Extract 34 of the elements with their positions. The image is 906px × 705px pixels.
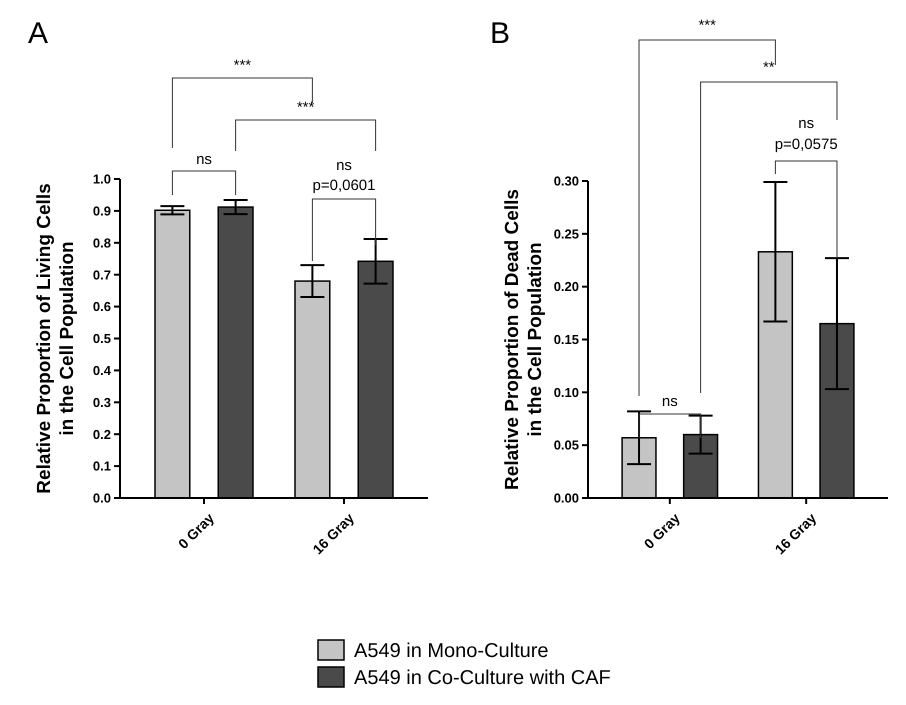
y-tick-label: 0.00 — [554, 490, 579, 506]
y-tick-label: 0.9 — [92, 203, 111, 218]
text: ns — [196, 151, 212, 168]
y-tick-label: 0.10 — [554, 384, 579, 400]
text: *** — [234, 57, 252, 74]
text: *** — [296, 99, 315, 116]
chart-title: A — [28, 17, 48, 50]
legend-label: A549 in Co-Culture with CAF — [354, 667, 611, 689]
text: *** — [698, 17, 716, 34]
chart-title: B — [490, 17, 510, 50]
text: p=0,0575 — [774, 136, 838, 153]
text: ns — [336, 157, 352, 174]
legend-label: A549 in Mono-Culture — [354, 640, 549, 662]
y-axis-title: Relative Proportion of Dead Cells in the Cell Population — [502, 189, 546, 490]
y-tick-label: 0.7 — [92, 267, 111, 282]
y-tick-label: 0.30 — [554, 174, 579, 189]
y-tick-label: 0.0 — [92, 490, 111, 506]
y-tick-label: 0.8 — [92, 235, 111, 250]
y-tick-label: 0.15 — [554, 332, 579, 348]
y-tick-label: 0.25 — [554, 226, 579, 242]
y-tick-label: 0.1 — [92, 458, 111, 474]
annotation: p=0,0601 — [312, 177, 376, 194]
annotation: ns — [662, 393, 678, 410]
text: ns — [798, 115, 814, 132]
y-tick-label: 0.2 — [92, 426, 111, 442]
y-tick-label: 0.6 — [92, 299, 111, 314]
y-tick-label: 1.0 — [92, 172, 111, 187]
y-tick-label: 0.05 — [554, 438, 579, 453]
y-tick-label: 0.20 — [554, 279, 579, 294]
y-tick-label: 0.3 — [92, 394, 111, 410]
y-tick-label: 0.5 — [92, 331, 111, 346]
text: ** — [762, 59, 775, 76]
y-axis-title: Relative Proportion of Living Cells in the Cell Population — [34, 183, 78, 494]
y-tick-label: 0.4 — [92, 362, 112, 378]
